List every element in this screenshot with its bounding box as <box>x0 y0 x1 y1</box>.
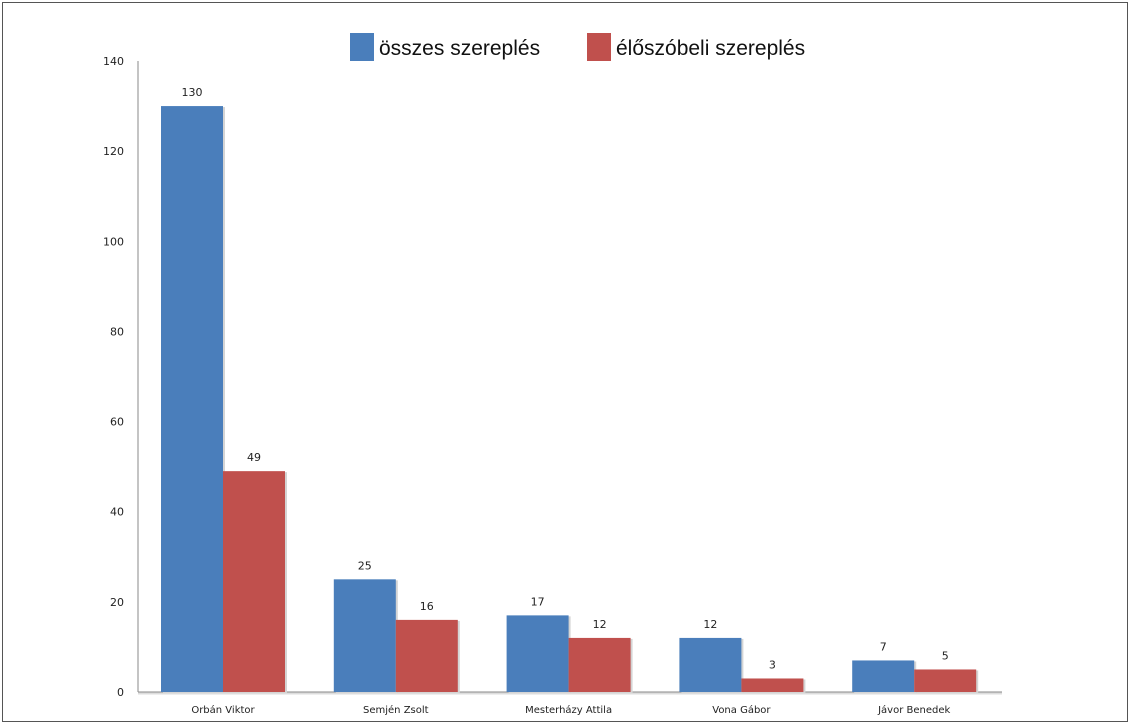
y-tick-label: 140 <box>103 55 124 68</box>
data-label: 12 <box>703 618 717 631</box>
x-tick-label: Vona Gábor <box>712 704 771 716</box>
x-tick-label: Jávor Benedek <box>877 704 950 716</box>
legend-label-series-2: élőszóbeli szereplés <box>616 37 805 60</box>
x-tick-label: Orbán Viktor <box>191 704 255 716</box>
bar-series-2 <box>568 637 631 692</box>
bar-series-1 <box>333 579 396 692</box>
y-tick-label: 60 <box>110 416 124 429</box>
data-label: 25 <box>358 559 372 572</box>
data-label: 5 <box>942 649 949 662</box>
bar-series-2 <box>914 669 977 692</box>
data-label: 130 <box>182 86 203 99</box>
bar-series-1 <box>161 106 223 693</box>
bar-series-2 <box>223 471 285 692</box>
plot-area: 0 20 40 60 80 100 120 140 130 49 Orbán Viktor 25 16 S… <box>103 55 1002 716</box>
y-tick-label: 0 <box>117 686 124 699</box>
legend-label-series-1: összes szereplés <box>379 37 540 60</box>
bar-series-2 <box>741 678 804 692</box>
bar-series-1 <box>679 637 742 692</box>
legend-swatch-series-1 <box>350 33 374 61</box>
x-tick-label: Semjén Zsolt <box>363 704 429 716</box>
y-tick-label: 80 <box>110 325 124 338</box>
data-label: 7 <box>880 640 887 653</box>
data-label: 3 <box>769 658 776 671</box>
y-tick-label: 100 <box>103 235 124 248</box>
y-tick-label: 40 <box>110 506 124 519</box>
data-label: 49 <box>247 451 261 464</box>
y-tick-label: 20 <box>110 596 124 609</box>
y-tick-label: 120 <box>103 145 124 158</box>
legend-swatch-series-2 <box>587 33 611 61</box>
data-label: 12 <box>593 618 607 631</box>
bar-series-1 <box>852 660 915 692</box>
data-label: 16 <box>420 600 434 613</box>
legend: összes szereplés élőszóbeli szereplés <box>350 33 805 61</box>
x-tick-label: Mesterházy Attila <box>525 704 612 716</box>
data-label: 17 <box>531 595 545 608</box>
bar-series-2 <box>395 619 458 692</box>
bar-series-1 <box>506 615 569 692</box>
